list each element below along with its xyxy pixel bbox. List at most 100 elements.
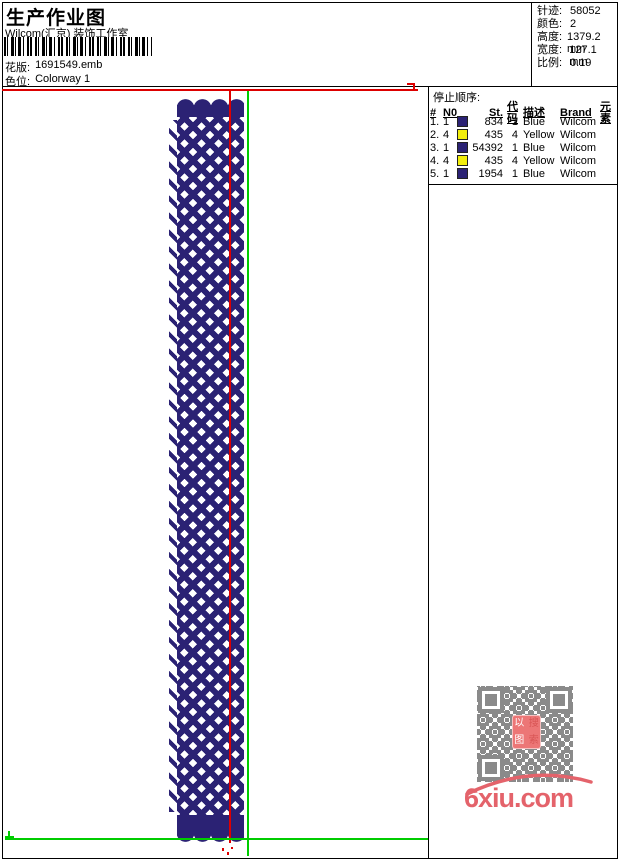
design-file-label: 花版: bbox=[5, 62, 31, 74]
row-code: 4 bbox=[511, 154, 518, 167]
color-swatch bbox=[457, 155, 468, 166]
row-no: 3. bbox=[430, 141, 440, 154]
stat-width-value: 127.1 mm bbox=[569, 44, 597, 68]
design-file-row: 花版: 1691549.emb bbox=[5, 59, 102, 75]
start-marker-tick bbox=[8, 831, 10, 838]
color-swatch bbox=[457, 129, 468, 140]
header-divider-line bbox=[2, 86, 618, 87]
stat-scale-label: 比例: bbox=[537, 57, 563, 69]
row-needle: 1 bbox=[443, 115, 450, 128]
design-lattice-pattern bbox=[177, 117, 244, 815]
row-brand: Wilcom bbox=[560, 128, 597, 141]
barcode bbox=[4, 37, 152, 56]
col-stitches: St. bbox=[488, 107, 503, 119]
row-code: 4 bbox=[511, 128, 518, 141]
col-brand: Brand bbox=[560, 107, 592, 119]
row-no: 4. bbox=[430, 154, 440, 167]
row-code: 1 bbox=[511, 141, 518, 154]
table-row: 3. 1 54392 1 Blue Wilcom bbox=[430, 141, 618, 154]
qr-finder-icon bbox=[478, 755, 504, 781]
design-bottom-band bbox=[177, 815, 244, 845]
stamp-char: 搜 bbox=[528, 717, 539, 729]
watermark-swoosh-icon bbox=[465, 773, 593, 796]
row-code: 1 bbox=[511, 115, 518, 128]
row-stitches: 1954 bbox=[478, 167, 503, 180]
stat-height-label: 高度: bbox=[537, 31, 563, 43]
row-code: 1 bbox=[511, 167, 518, 180]
stat-height-value: 1379.2 mm bbox=[566, 31, 601, 55]
stat-stitches-value: 58052 bbox=[570, 5, 601, 17]
bottom-green-guide-line bbox=[5, 838, 428, 840]
stitch-end-dot bbox=[227, 852, 229, 855]
panel-divider-line bbox=[428, 86, 429, 858]
row-needle: 1 bbox=[443, 167, 450, 180]
row-description: Blue bbox=[523, 167, 546, 180]
stat-width-label: 宽度: bbox=[537, 44, 563, 56]
stitch-end-dot bbox=[231, 847, 233, 849]
col-hash: # bbox=[430, 107, 437, 119]
stat-stitches-label: 针迹: bbox=[537, 5, 563, 17]
color-swatch bbox=[457, 142, 468, 153]
stamp-char: 索 bbox=[528, 734, 539, 746]
color-swatch bbox=[457, 116, 468, 127]
row-brand: Wilcom bbox=[560, 141, 597, 154]
row-no: 2. bbox=[430, 128, 440, 141]
stat-width: 宽度: 127.1 mm bbox=[537, 44, 617, 68]
stop-sequence-title: 停止顺序: bbox=[433, 92, 481, 104]
row-brand: Wilcom bbox=[560, 167, 597, 180]
row-no: 1. bbox=[430, 115, 440, 128]
stat-colors: 颜色: 2 bbox=[537, 18, 617, 31]
table-row: 2. 4 435 4 Yellow Wilcom bbox=[430, 128, 618, 141]
stat-height: 高度: 1379.2 mm bbox=[537, 31, 617, 55]
origin-marker bbox=[407, 83, 415, 89]
col-code: 代码 bbox=[507, 101, 518, 125]
stat-scale-value: 0.19 bbox=[570, 57, 592, 69]
row-stitches: 435 bbox=[484, 128, 503, 141]
row-brand: Wilcom bbox=[560, 115, 597, 128]
row-description: Yellow bbox=[523, 154, 555, 167]
stat-colors-label: 颜色: bbox=[537, 18, 563, 30]
row-needle: 1 bbox=[443, 141, 450, 154]
seal-stamp: 以 搜 图 索 bbox=[512, 715, 541, 749]
col-description: 描述 bbox=[523, 107, 545, 119]
row-description: Blue bbox=[523, 115, 546, 128]
col-needle: N0 bbox=[443, 107, 458, 119]
table-header-row: # N0 St. 代码 描述 Brand 元素 bbox=[430, 101, 618, 125]
table-row: 5. 1 1954 1 Blue Wilcom bbox=[430, 167, 618, 180]
stat-scale: 比例: 0.19 bbox=[537, 57, 617, 70]
row-no: 5. bbox=[430, 167, 440, 180]
row-description: Yellow bbox=[523, 128, 555, 141]
watermark-site: 6xiu.com bbox=[464, 783, 574, 813]
page-title: 生产作业图 bbox=[6, 8, 107, 29]
table-row: 4. 4 435 4 Yellow Wilcom bbox=[430, 154, 618, 167]
table-row: 1. 1 834 1 Blue Wilcom bbox=[430, 115, 618, 128]
colorway-label: 色位: bbox=[5, 76, 31, 88]
colorway-value: Colorway 1 bbox=[35, 73, 91, 85]
design-stats-box: 针迹: 58052 颜色: 2 高度: 1379.2 mm 宽度: 127.1 … bbox=[531, 2, 617, 86]
color-swatch bbox=[457, 168, 468, 179]
row-stitches: 435 bbox=[484, 154, 503, 167]
vertical-red-guide-line bbox=[229, 91, 231, 843]
stamp-char: 以 bbox=[514, 717, 525, 729]
colorway-row: 色位: Colorway 1 bbox=[5, 73, 90, 89]
stat-colors-value: 2 bbox=[570, 18, 577, 30]
stamp-char: 图 bbox=[514, 734, 525, 746]
stop-sequence-table: # N0 St. 代码 描述 Brand 元素 1. 1 834 1 Blue … bbox=[430, 101, 618, 180]
design-top-band bbox=[177, 96, 244, 117]
row-brand: Wilcom bbox=[560, 154, 597, 167]
row-stitches: 834 bbox=[484, 115, 503, 128]
qr-finder-icon bbox=[478, 687, 504, 713]
stat-stitches: 针迹: 58052 bbox=[537, 5, 617, 18]
table-bottom-border bbox=[428, 184, 618, 185]
design-left-stitch-spurs bbox=[169, 120, 177, 812]
stitch-end-dot bbox=[222, 848, 224, 851]
qr-finder-icon bbox=[546, 687, 572, 713]
row-stitches: 54392 bbox=[472, 141, 503, 154]
col-elements: 元素 bbox=[600, 101, 611, 125]
top-red-guide-line bbox=[2, 89, 418, 91]
qr-code: 以 搜 图 索 bbox=[477, 686, 573, 782]
row-needle: 4 bbox=[443, 154, 450, 167]
row-needle: 4 bbox=[443, 128, 450, 141]
